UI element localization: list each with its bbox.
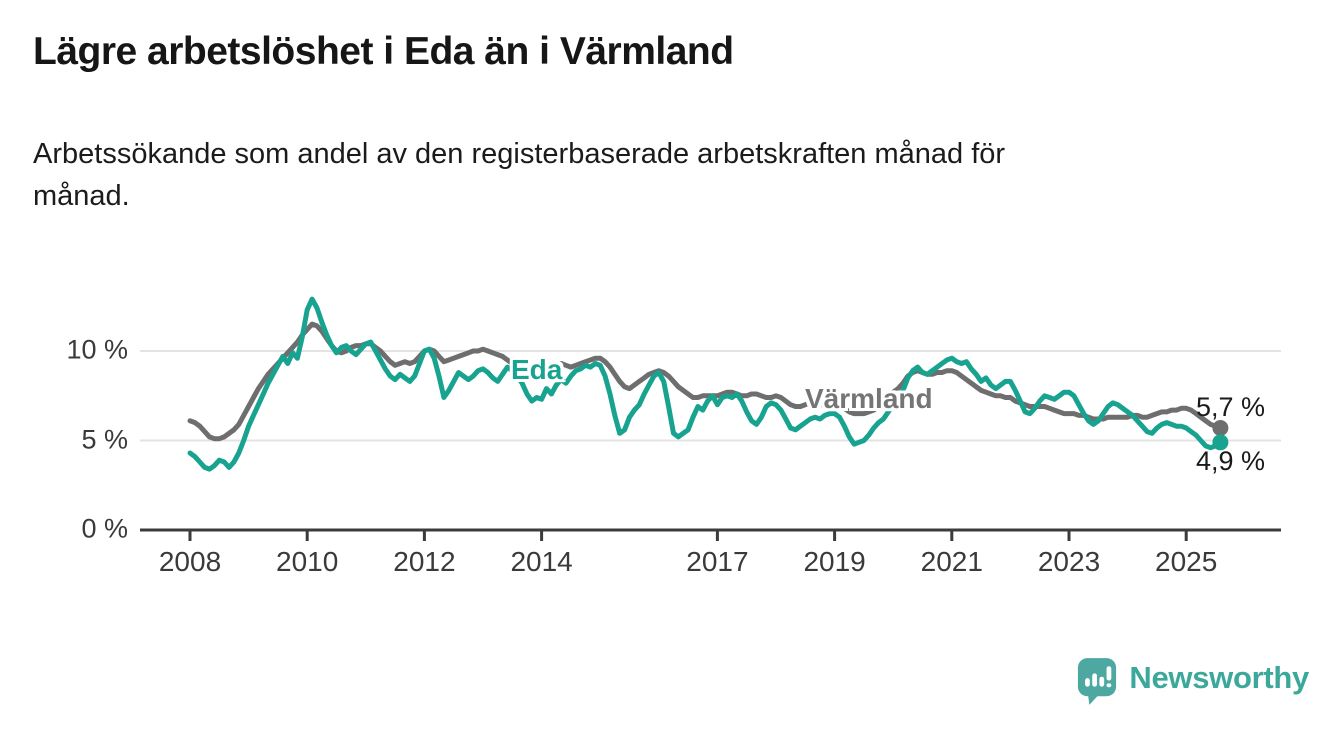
eda-line [187, 296, 1223, 472]
varmland-line [187, 321, 1223, 442]
y-tick-label: 5 % [81, 423, 128, 454]
end-value-eda: 4,9 % [1196, 446, 1266, 476]
series-label-varmland: Värmland [805, 383, 933, 414]
x-tick-label: 2025 [1155, 546, 1218, 577]
x-tick-label: 2017 [686, 546, 749, 577]
x-tick-label: 2008 [158, 546, 222, 577]
brand-name: Newsworthy [1129, 660, 1309, 695]
x-tick-label: 2014 [510, 546, 573, 577]
y-tick-label: 0 % [81, 513, 128, 544]
y-tick-label: 10 % [66, 334, 128, 365]
bar-chart-speech-bubble-icon [1078, 658, 1117, 705]
varmland-end-dot [1212, 420, 1229, 436]
end-value-varmland: 5,7 % [1196, 392, 1266, 422]
eda-end-dot [1212, 434, 1229, 451]
x-tick-label: 2023 [1037, 546, 1101, 577]
newsworthy-branding: Newsworthy [1076, 656, 1309, 706]
page-title: Lägre arbetslöshet i Eda än i Värmland [33, 30, 734, 73]
x-tick-label: 2021 [920, 546, 983, 577]
x-tick-label: 2019 [803, 546, 866, 577]
chart-subtitle: Arbetssökande som andel av den registerb… [33, 138, 1006, 213]
x-tick-label: 2012 [393, 546, 456, 577]
x-tick-label: 2010 [276, 546, 339, 577]
series-label-eda: Eda [511, 354, 563, 385]
